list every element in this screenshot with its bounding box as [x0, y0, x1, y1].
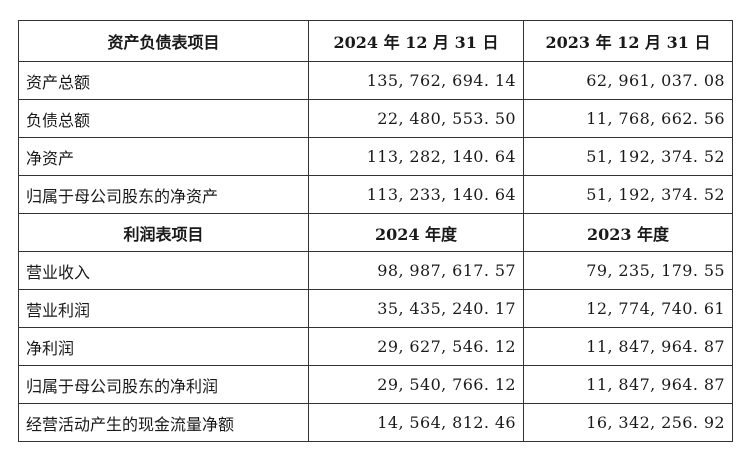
table-row: 净利润 29, 627, 546. 12 11, 847, 964. 87	[18, 327, 733, 366]
row-label: 负债总额	[18, 99, 309, 138]
value-2024: 35, 435, 240. 17	[308, 289, 524, 328]
value-2023: 11, 768, 662. 56	[523, 99, 733, 138]
row-label: 营业收入	[18, 251, 309, 290]
value-2023: 12, 774, 740. 61	[523, 289, 733, 328]
income-statement-header-row: 利润表项目 2024 年度 2023 年度	[18, 213, 733, 252]
table-row: 归属于母公司股东的净利润 29, 540, 766. 12 11, 847, 9…	[18, 365, 733, 404]
table-row: 营业收入 98, 987, 617. 57 79, 235, 179. 55	[18, 251, 733, 290]
table-row: 经营活动产生的现金流量净额 14, 564, 812. 46 16, 342, …	[18, 403, 733, 442]
value-2024: 29, 627, 546. 12	[308, 327, 524, 366]
row-label: 净利润	[18, 327, 309, 366]
financial-summary-table: 资产负债表项目 2024 年 12 月 31 日 2023 年 12 月 31 …	[18, 20, 733, 442]
value-2024: 98, 987, 617. 57	[308, 251, 524, 290]
table-row: 负债总额 22, 480, 553. 50 11, 768, 662. 56	[18, 99, 733, 138]
row-label: 营业利润	[18, 289, 309, 328]
value-2023: 11, 847, 964. 87	[523, 365, 733, 404]
header-2023: 2023 年 12 月 31 日	[523, 20, 733, 62]
value-2023: 51, 192, 374. 52	[523, 175, 733, 214]
header-2024: 2024 年度	[308, 213, 524, 252]
row-label: 净资产	[18, 137, 309, 176]
row-label: 归属于母公司股东的净利润	[18, 365, 309, 404]
value-2023: 11, 847, 964. 87	[523, 327, 733, 366]
balance-sheet-header-row: 资产负债表项目 2024 年 12 月 31 日 2023 年 12 月 31 …	[18, 20, 733, 62]
value-2023: 62, 961, 037. 08	[523, 61, 733, 100]
value-2024: 22, 480, 553. 50	[308, 99, 524, 138]
row-label: 经营活动产生的现金流量净额	[18, 403, 309, 442]
header-item: 利润表项目	[18, 213, 309, 252]
row-label: 资产总额	[18, 61, 309, 100]
row-label: 归属于母公司股东的净资产	[18, 175, 309, 214]
value-2024: 135, 762, 694. 14	[308, 61, 524, 100]
value-2024: 14, 564, 812. 46	[308, 403, 524, 442]
header-2024: 2024 年 12 月 31 日	[308, 20, 524, 62]
table-row: 营业利润 35, 435, 240. 17 12, 774, 740. 61	[18, 289, 733, 328]
value-2024: 113, 233, 140. 64	[308, 175, 524, 214]
value-2023: 79, 235, 179. 55	[523, 251, 733, 290]
table-row: 净资产 113, 282, 140. 64 51, 192, 374. 52	[18, 137, 733, 176]
table-row: 归属于母公司股东的净资产 113, 233, 140. 64 51, 192, …	[18, 175, 733, 214]
header-item: 资产负债表项目	[18, 20, 309, 62]
table-row: 资产总额 135, 762, 694. 14 62, 961, 037. 08	[18, 61, 733, 100]
value-2023: 16, 342, 256. 92	[523, 403, 733, 442]
header-2023: 2023 年度	[523, 213, 733, 252]
value-2023: 51, 192, 374. 52	[523, 137, 733, 176]
value-2024: 29, 540, 766. 12	[308, 365, 524, 404]
value-2024: 113, 282, 140. 64	[308, 137, 524, 176]
